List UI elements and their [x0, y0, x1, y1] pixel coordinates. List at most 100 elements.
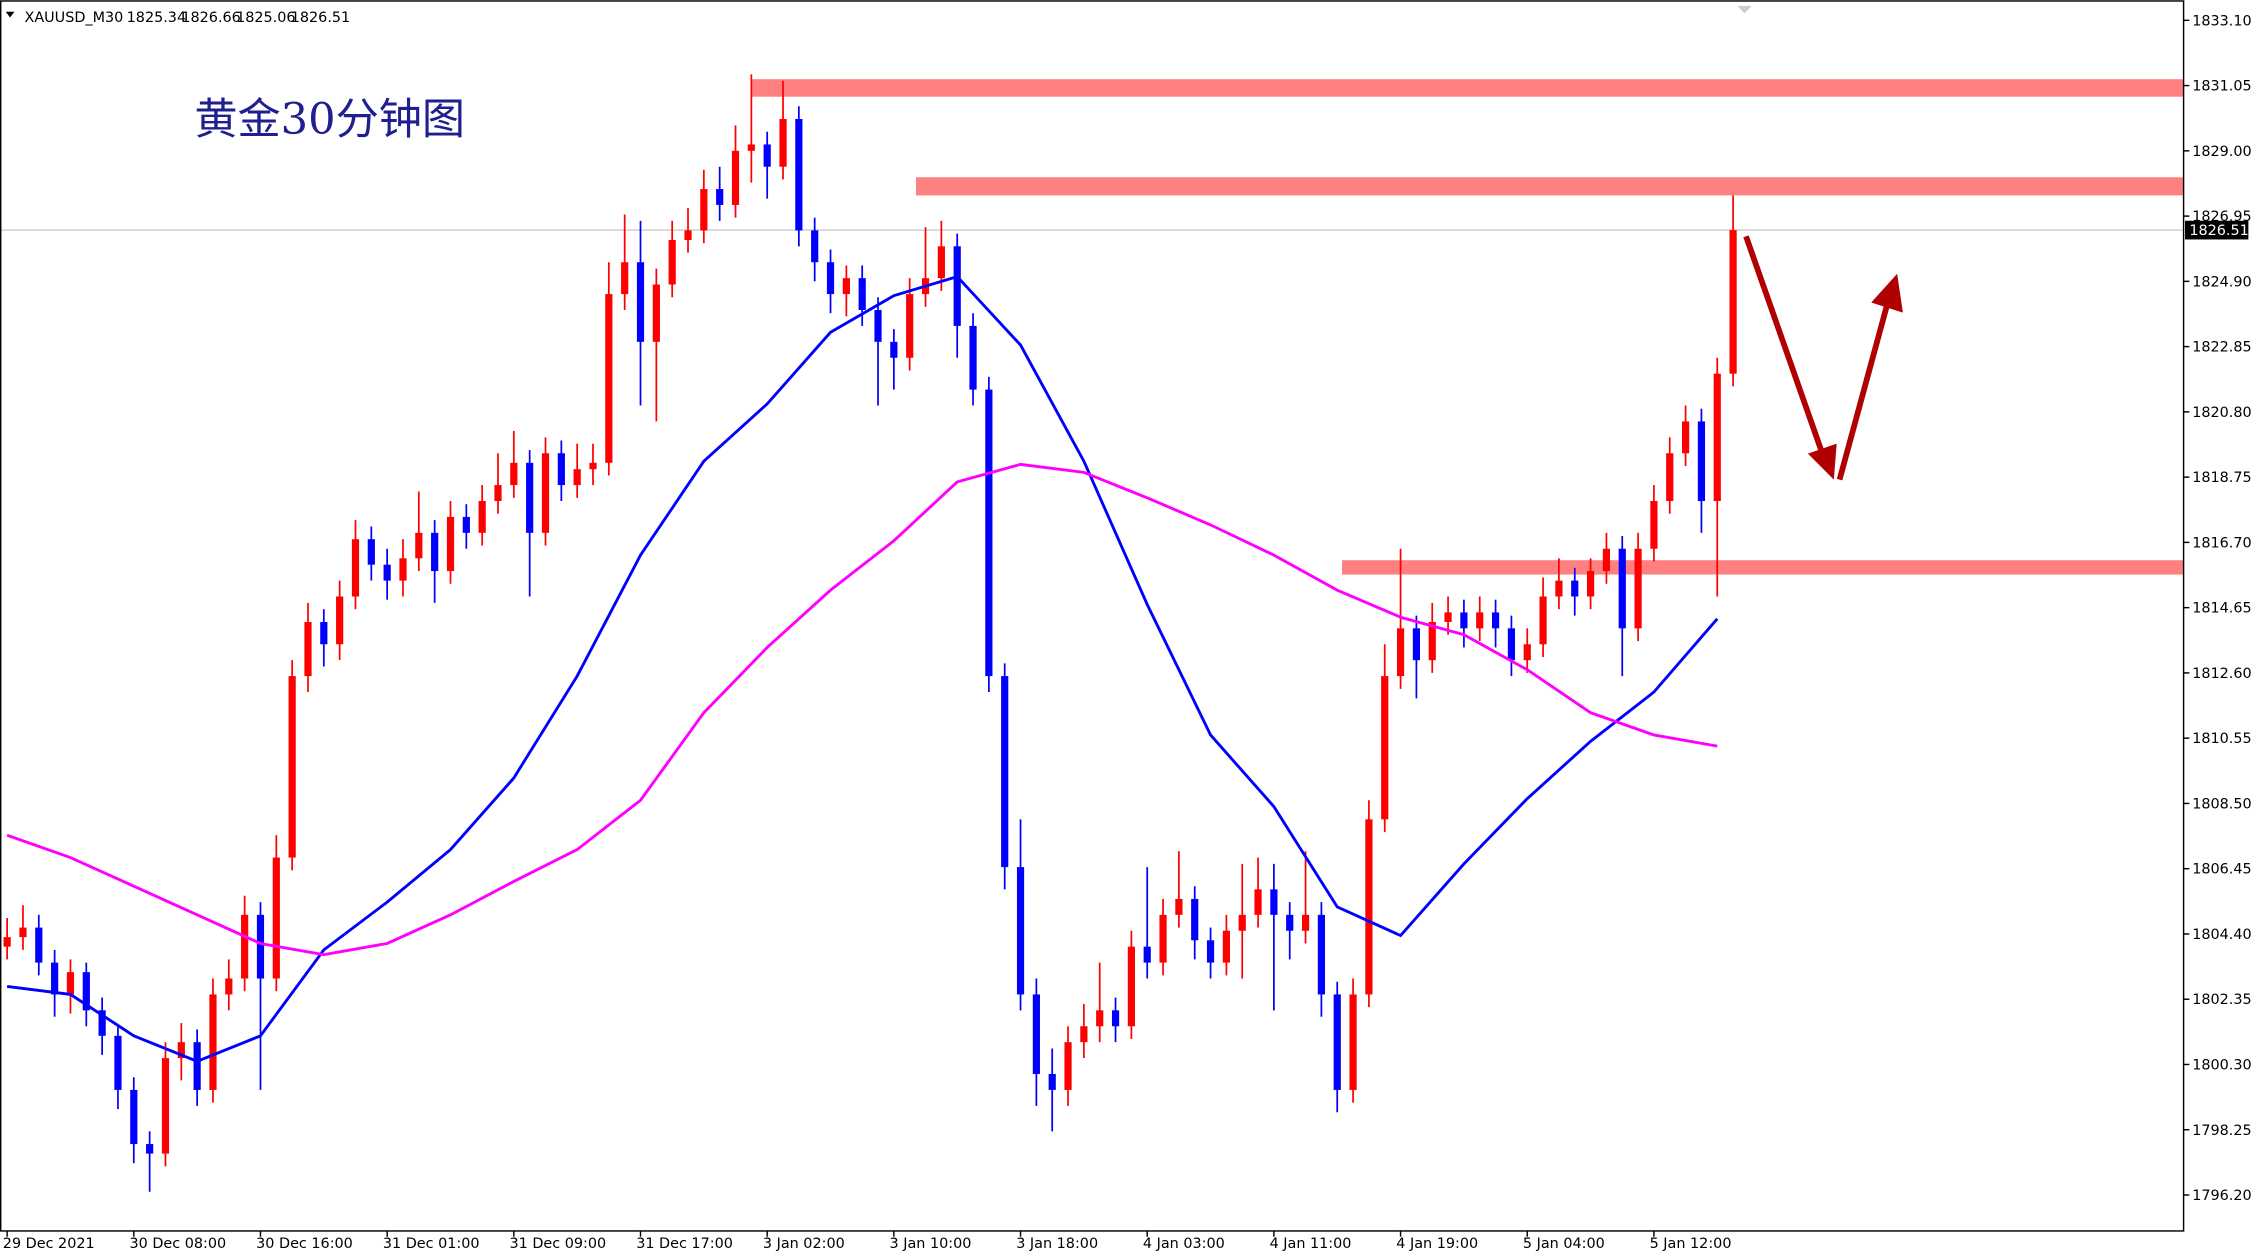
- candle-body: [1111, 1010, 1120, 1027]
- y-tick-label: 1810.55: [2192, 731, 2251, 747]
- candle-body: [589, 462, 597, 470]
- arrow-up: [1836, 298, 1892, 481]
- candle-body: [1507, 628, 1516, 661]
- candle-body: [874, 310, 882, 342]
- resistance-zone: [916, 177, 2184, 196]
- candle-body: [1317, 914, 1325, 995]
- candle-body: [1365, 819, 1373, 995]
- y-tick-label: 1829.00: [2192, 144, 2251, 160]
- candle-body: [415, 532, 423, 559]
- candle-body: [98, 1010, 106, 1036]
- candle-body: [969, 325, 977, 390]
- candle-body: [367, 539, 375, 565]
- candle-body: [177, 1042, 185, 1059]
- candle-body: [130, 1089, 138, 1145]
- candle-body: [1001, 676, 1009, 868]
- candle-body: [1634, 548, 1642, 629]
- candle-body: [621, 262, 629, 295]
- candle-body: [1048, 1074, 1056, 1090]
- candle-body: [462, 516, 470, 533]
- candle-body: [209, 994, 217, 1090]
- candle-body: [858, 278, 866, 311]
- plot-frame: [0, 0, 2185, 1232]
- candle-body: [795, 118, 803, 231]
- candle-body: [1476, 612, 1484, 629]
- x-tick-label: 4 Jan 11:00: [1270, 1236, 1352, 1252]
- y-tick-label: 1808.50: [2192, 796, 2251, 812]
- candle-body: [446, 516, 455, 572]
- candle-body: [842, 278, 850, 295]
- x-tick-label: 30 Dec 16:00: [256, 1236, 353, 1252]
- y-tick-label: 1804.40: [2192, 927, 2251, 943]
- candle-body: [1666, 453, 1674, 502]
- candle-body: [161, 1058, 170, 1154]
- candle-body: [890, 341, 898, 358]
- x-tick-label: 5 Jan 04:00: [1523, 1236, 1605, 1252]
- menu-arrow: [5, 11, 15, 18]
- x-tick-label: 4 Jan 03:00: [1143, 1236, 1225, 1252]
- candle-body: [1143, 946, 1151, 963]
- candle-body: [731, 150, 740, 205]
- header-high: 1826.66: [181, 10, 240, 26]
- header-open: 1825.34: [127, 10, 186, 26]
- candle-body: [1127, 946, 1135, 1027]
- y-tick-label: 1833.10: [2192, 13, 2251, 29]
- arrow-down: [1743, 235, 1824, 451]
- candle-body: [605, 294, 613, 463]
- candle-body: [573, 469, 581, 486]
- candle-body: [494, 485, 502, 502]
- candle-body: [1222, 930, 1230, 963]
- candle-body: [256, 914, 265, 979]
- y-tick-label: 1806.45: [2192, 862, 2251, 878]
- x-tick-label: 29 Dec 2021: [3, 1236, 95, 1252]
- candle-body: [937, 246, 945, 279]
- candle-body: [1460, 612, 1468, 629]
- candle-body: [716, 189, 724, 205]
- candle-body: [478, 501, 486, 533]
- y-tick-label: 1800.30: [2192, 1058, 2251, 1074]
- candle-body: [225, 978, 233, 995]
- y-tick-label: 1812.60: [2192, 666, 2251, 682]
- candle-body: [1729, 230, 1737, 374]
- candle-body: [1618, 548, 1626, 629]
- candle-body: [1286, 914, 1294, 931]
- candle-body: [3, 937, 11, 947]
- candle-body: [66, 972, 75, 995]
- candle-body: [19, 927, 27, 938]
- header-close: 1826.51: [291, 10, 350, 26]
- candle-body: [288, 676, 296, 858]
- candle-body: [272, 857, 280, 979]
- candle-body: [906, 294, 914, 358]
- y-tick-label: 1831.05: [2192, 79, 2251, 95]
- candle-body: [1681, 421, 1690, 454]
- candle-body: [510, 462, 518, 486]
- price-label-box: [2185, 220, 2249, 240]
- y-tick-label: 1796.20: [2192, 1188, 2251, 1204]
- y-tick-label: 1816.70: [2192, 535, 2251, 551]
- candle-body: [1254, 889, 1262, 915]
- candle-body: [1032, 994, 1040, 1075]
- arrow-head: [1871, 273, 1903, 313]
- candle-body: [1096, 1010, 1104, 1027]
- y-tick-label: 1814.65: [2192, 601, 2251, 617]
- candle-body: [1523, 644, 1531, 661]
- candle-body: [1650, 501, 1658, 549]
- price-label: 1826.51: [2189, 223, 2248, 239]
- candle-body: [684, 230, 692, 240]
- candle-body: [1444, 612, 1452, 622]
- candle-body: [953, 246, 961, 326]
- candle-body: [1175, 898, 1183, 915]
- candle-body: [541, 453, 550, 533]
- candle-body: [985, 389, 993, 677]
- candle-body: [1349, 994, 1357, 1090]
- candle-body: [336, 596, 344, 645]
- x-tick-label: 3 Jan 10:00: [890, 1236, 972, 1252]
- y-tick-label: 1824.90: [2192, 274, 2251, 290]
- candle-body: [1713, 373, 1721, 502]
- header-low: 1825.06: [236, 10, 295, 26]
- candle-body: [383, 564, 391, 581]
- x-tick-label: 30 Dec 08:00: [129, 1236, 226, 1252]
- candle-body: [399, 558, 407, 581]
- candle-body: [1491, 612, 1500, 629]
